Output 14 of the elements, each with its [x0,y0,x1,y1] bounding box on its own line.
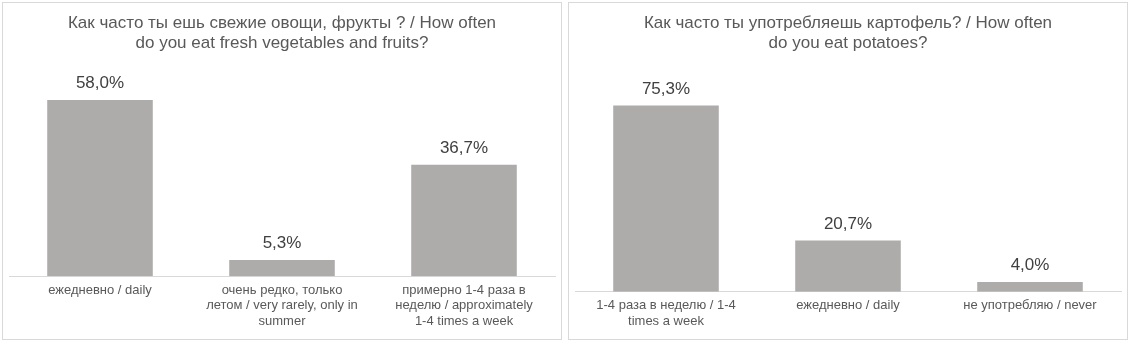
data-label: 36,7% [439,137,489,157]
data-label: 58,0% [75,73,125,93]
data-label: 20,7% [823,213,873,233]
chart-title: Как часто ты употребляешь картофель? / How often do you eat potatoes? [643,12,1053,53]
x-tick-label: 1-4 раза в неделю / 1-4 times a week [596,297,736,328]
data-label: 4,0% [1010,255,1050,275]
data-label: 5,3% [262,233,302,253]
x-tick-label: очень редко, только летом / very rarely, only in summer [206,281,358,328]
x-tick-label: не употребляю / never [963,297,1098,313]
x-tick-label: примерно 1-4 раза в неделю / approximately 1-4 times a week [395,281,534,328]
x-tick-label: ежедневно / daily [48,281,153,297]
x-tick-label: ежедневно / daily [796,297,901,313]
data-label: 75,3% [641,78,691,98]
chart-title: Как часто ты ешь свежие овощи, фрукты ? / How often do you eat fresh vegetables and fruits? [67,12,497,53]
